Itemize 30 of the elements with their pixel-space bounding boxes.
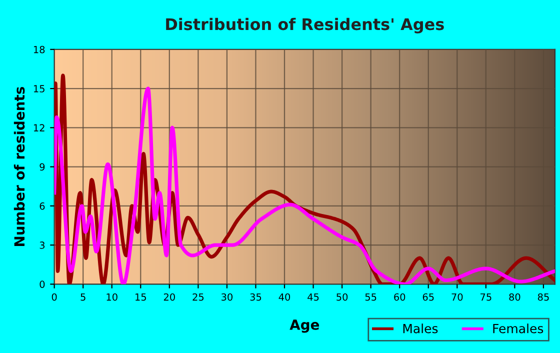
x-tick-label: 45	[308, 293, 319, 301]
x-tick-label: 75	[480, 293, 492, 301]
x-tick-label: 35	[250, 293, 262, 301]
x-axis-title: Age	[290, 320, 320, 333]
x-tick-label: 15	[136, 293, 146, 301]
legend-label: Females	[493, 324, 544, 334]
y-tick-label: 6	[40, 202, 45, 210]
y-tick-label: 12	[34, 124, 44, 132]
x-tick-label: 40	[278, 293, 290, 301]
y-tick-label: 15	[34, 85, 44, 92]
y-tick-label: 18	[34, 46, 45, 54]
x-tick-label: 70	[452, 293, 463, 301]
chart-title: Distribution of Residents' Ages	[166, 18, 444, 34]
legend-label: Males	[403, 324, 438, 334]
y-tick-label: 0	[40, 280, 45, 288]
x-tick-label: 50	[336, 293, 348, 301]
x-tick-label: 5	[80, 293, 86, 301]
x-tick-label: 55	[365, 293, 376, 301]
x-tick-label: 25	[192, 293, 204, 301]
x-tick-label: 60	[394, 293, 406, 301]
x-tick-label: 0	[52, 293, 57, 301]
x-tick-label: 85	[538, 293, 549, 301]
y-tick-label: 3	[40, 242, 45, 249]
x-tick-label: 20	[164, 293, 175, 301]
y-tick-label: 9	[40, 163, 45, 171]
x-tick-label: 10	[106, 293, 118, 301]
x-tick-label: 30	[222, 293, 232, 301]
x-tick-label: 65	[422, 293, 434, 301]
x-tick-label: 80	[509, 293, 520, 301]
y-axis-title: Number of residents	[14, 87, 25, 246]
